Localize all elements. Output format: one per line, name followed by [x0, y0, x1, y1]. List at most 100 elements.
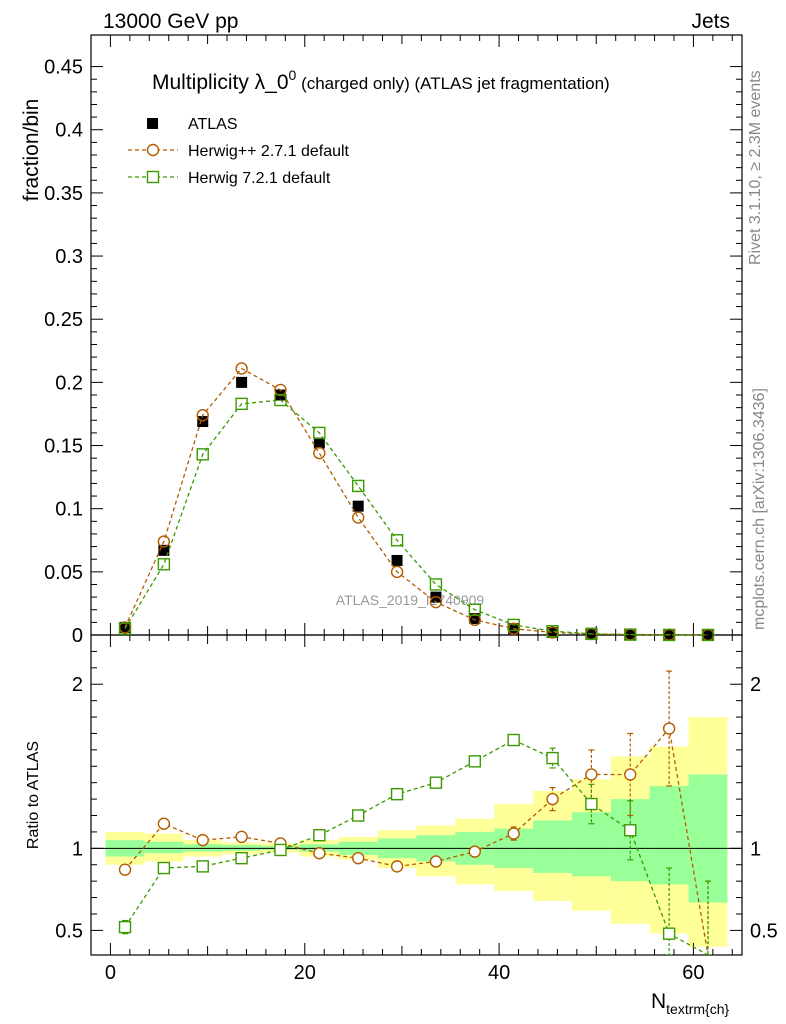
ratio-point-s0-11: [546, 792, 559, 806]
main-point-s0-5: [313, 437, 325, 449]
ratio-ytick-label: 0.5: [55, 920, 83, 942]
ratio-point-s0-2: [196, 833, 209, 847]
ratio-point-s1-2: [196, 860, 209, 873]
main-point-s2-13: [624, 628, 637, 641]
main-point-s0-1: [158, 544, 170, 556]
main-ytick-label: 0.1: [55, 499, 83, 521]
plot-title: Multiplicity λ_00 (charged only) (ATLAS …: [152, 67, 610, 94]
main-point-s2-1: [157, 558, 171, 571]
main-point-s1-5: [313, 446, 326, 460]
energy-label: 13000 GeV pp: [103, 10, 238, 33]
main-point-s0-2: [197, 416, 209, 428]
ratio-point-s0-3: [235, 830, 248, 844]
ratio-xtick-label: 0: [105, 962, 116, 984]
ratio-point-s1-6: [352, 809, 365, 822]
main-point-s2-0: [118, 622, 132, 635]
main-point-s2-4: [274, 393, 287, 407]
legend-label-herwigpp: Herwig++ 2.7.1 default: [188, 143, 350, 160]
legend-label-atlas: ATLAS: [188, 116, 238, 133]
legend-marker-herwig7: [146, 170, 160, 184]
main-point-s1-7: [390, 565, 404, 579]
ratio-xtick-label: 60: [682, 962, 704, 984]
main-point-s1-9: [468, 613, 481, 627]
main-series-line-2: [124, 399, 708, 636]
main-point-s1-6: [352, 511, 365, 524]
ratio-point-s0-10: [507, 827, 520, 840]
main-point-s0-11: [547, 626, 559, 638]
main-point-s0-9: [469, 613, 481, 625]
ratio-point-s0-13: [624, 768, 637, 781]
ratio-point-s1-7: [390, 787, 404, 801]
main-series: [118, 362, 715, 642]
main-frame: [90, 34, 743, 636]
main-point-s1-2: [196, 409, 209, 422]
ratio-xtick-label: 40: [488, 962, 510, 984]
analysis-watermark: ATLAS_2019_I1740909: [336, 592, 485, 608]
legend-marker-atlas: [147, 118, 158, 129]
main-ytick-label: 0.45: [44, 57, 83, 79]
main-ytick-label: 0.05: [44, 562, 83, 584]
legend-label-herwig7: Herwig 7.2.1 default: [188, 170, 331, 187]
main-point-s2-10: [507, 618, 520, 632]
ratio-point-s1-3: [235, 851, 248, 865]
ratio-series-clipped: [118, 670, 711, 955]
main-point-s1-1: [157, 535, 171, 548]
main-point-s1-4: [274, 383, 287, 397]
ratio-point-s0-6: [352, 851, 365, 865]
main-point-s2-3: [235, 397, 248, 411]
ratio-axes: 0 20 40 60 0.5 0.5 1 1 2 2: [55, 634, 778, 984]
legend: ATLAS Herwig++ 2.7.1 default Herwig 7.2.…: [128, 116, 350, 187]
main-ytick-label: 0.35: [44, 183, 83, 205]
plot-title-rest: (charged only) (ATLAS jet fragmentation): [296, 74, 609, 93]
ratio-point-s1-8: [429, 776, 443, 789]
process-label: Jets: [691, 10, 730, 33]
ratio-point-s0-0: [118, 863, 132, 876]
main-point-s2-11: [546, 625, 559, 638]
plot-title-sup: 0: [289, 67, 297, 83]
stat-band-12: [571, 812, 611, 877]
ratio-xtick-label: 20: [294, 962, 316, 984]
main-point-s1-8: [429, 595, 443, 609]
main-ylabel: fraction/bin: [20, 99, 43, 202]
main-point-s2-7: [390, 534, 404, 547]
ratio-point-s1-13: [624, 824, 637, 837]
ratio-ytick-label: 2: [72, 674, 83, 696]
main-ytick-label: 0: [72, 625, 83, 647]
ratio-ytick-label: 1: [72, 838, 83, 860]
main-ytick-label: 0.3: [55, 246, 83, 268]
main-ytick-label: 0.25: [44, 309, 83, 331]
stat-band-1: [144, 841, 184, 854]
ratio-point-s1-12: [585, 797, 598, 811]
ratio-point-s1-4: [274, 843, 287, 857]
legend-marker-herwigpp: [146, 143, 160, 157]
main-point-s1-3: [235, 362, 248, 375]
ratio-ytick-label-right: 0.5: [750, 920, 778, 942]
main-point-s2-2: [196, 448, 209, 461]
ratio-xlabel-sub: textrm{ch}: [666, 1001, 729, 1017]
stat-band-11: [533, 820, 572, 873]
ratio-ytick-label-right: 2: [750, 674, 761, 696]
ratio-xlabel-main: N: [651, 990, 666, 1013]
ratio-point-s0-5: [313, 847, 326, 860]
main-ytick-label: 0.2: [55, 372, 83, 394]
ratio-ylabel: Ratio to ATLAS: [25, 741, 42, 849]
main-point-s2-12: [585, 627, 598, 641]
ratio-point-s1-9: [468, 755, 481, 768]
main-point-s2-5: [313, 426, 326, 440]
ratio-point-s0-7: [390, 860, 404, 873]
main-ytick-label: 0.15: [44, 436, 83, 458]
ratio-series-line-0: [124, 727, 709, 955]
main-point-s2-15: [701, 628, 715, 642]
ratio-point-s1-5: [313, 829, 326, 842]
ratio-ytick-label-right: 1: [750, 838, 761, 860]
ratio-xlabel: Ntextrm{ch}: [651, 990, 730, 1017]
main-axes: 0 0.05 0.1 0.15 0.2 0.25 0.3 0.35 0.4 0.45: [44, 34, 743, 647]
main-point-s0-6: [352, 500, 364, 512]
ratio-point-s0-8: [429, 855, 443, 868]
main-point-s2-8: [429, 578, 443, 591]
main-point-s2-6: [352, 479, 365, 493]
ratio-point-s1-10: [507, 733, 520, 747]
ratio-point-s0-14: [662, 722, 676, 735]
rivet-label: Rivet 3.1.10, ≥ 2.3M events: [747, 70, 764, 265]
main-ytick-label: 0.4: [55, 120, 83, 142]
